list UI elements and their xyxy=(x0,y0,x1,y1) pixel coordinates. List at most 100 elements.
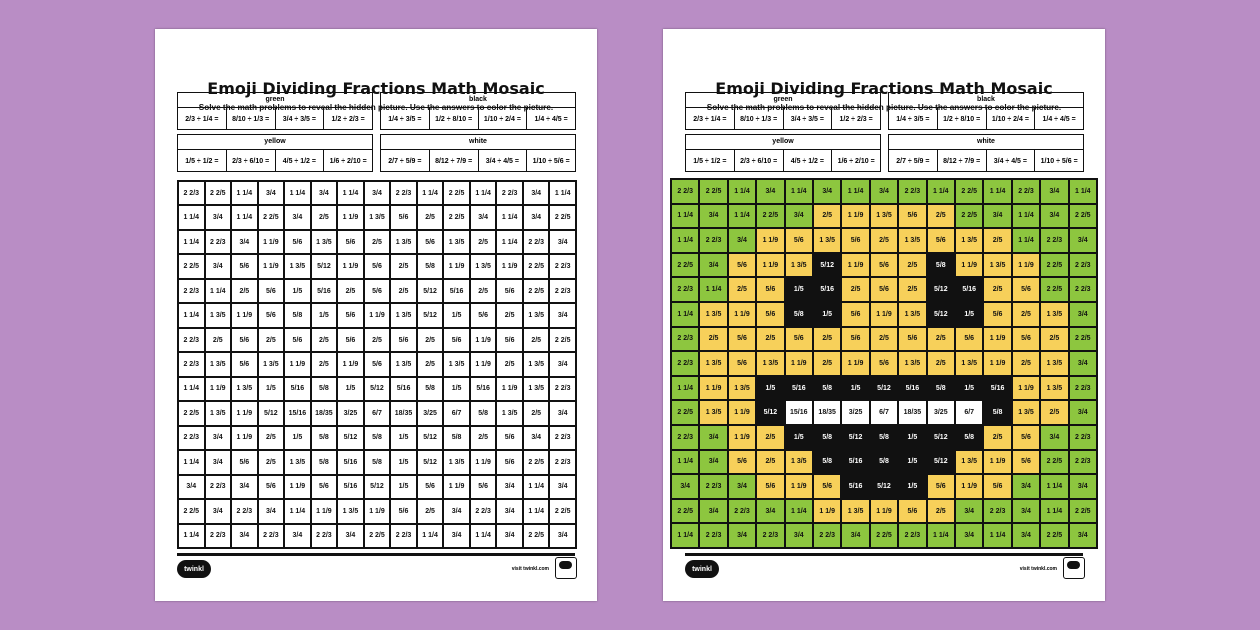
mosaic-cell: 5/8 xyxy=(469,401,497,426)
mosaic-cell: 5/6 xyxy=(1011,326,1041,352)
mosaic-cell: 5/8 xyxy=(869,425,899,450)
mosaic-cell: 1 1/9 xyxy=(204,376,232,402)
mosaic-cell: 5/6 xyxy=(954,326,984,352)
mosaic-cell: 1 1/9 xyxy=(841,252,870,278)
mosaic-cell: 3/4 xyxy=(231,523,258,548)
mosaic-cell: 3/4 xyxy=(1068,302,1097,327)
mosaic-cell: 2/5 xyxy=(926,351,955,376)
mosaic-cell: 2/5 xyxy=(926,498,955,524)
mosaic-cell: 2 2/3 xyxy=(727,498,757,524)
mosaic-cell: 5/12 xyxy=(310,254,338,279)
mosaic-cell: 1 1/9 xyxy=(257,229,285,255)
mosaic-cell: 5/6 xyxy=(257,474,285,500)
mosaic-cell: 5/6 xyxy=(727,326,757,352)
mosaic-cell: 1 1/9 xyxy=(363,499,391,524)
mosaic-cell: 3/4 xyxy=(178,474,205,500)
mosaic-cell: 2 2/3 xyxy=(1068,252,1097,278)
mosaic-cell: 3/4 xyxy=(671,474,700,499)
mosaic-cell: 2 2/3 xyxy=(671,277,700,302)
mosaic-cell: 5/6 xyxy=(363,278,391,304)
mosaic-cell: 5/12 xyxy=(363,474,391,500)
mosaic-cell: 2/5 xyxy=(310,327,338,353)
mosaic-cell: 2/5 xyxy=(1040,400,1069,425)
mosaic-cell: 1 1/4 xyxy=(784,179,813,204)
mosaic-cell: 2 2/5 xyxy=(1040,252,1069,278)
mosaic-cell: 5/12 xyxy=(926,302,955,327)
mosaic-cell: 3/4 xyxy=(231,474,258,500)
mosaic-cell: 2 2/5 xyxy=(549,327,576,353)
mosaic-cell: 5/8 xyxy=(363,450,391,475)
mosaic-cell: 1 1/4 xyxy=(1040,498,1069,524)
mosaic-cell: 3/4 xyxy=(549,474,576,500)
mosaic-cell: 1 3/5 xyxy=(841,498,870,524)
mosaic-cell: 5/6 xyxy=(337,327,364,353)
mosaic-cell: 2/5 xyxy=(363,229,391,255)
division-problem: 4/5 ÷ 1/2 = xyxy=(276,150,325,172)
mosaic-cell: 2 2/3 xyxy=(671,425,700,450)
mosaic-cell: 5/6 xyxy=(284,229,311,255)
mosaic-cell: 2 2/5 xyxy=(1040,523,1069,548)
mosaic-cell: 1 1/4 xyxy=(284,499,311,524)
mosaic-cell: 1 1/9 xyxy=(727,425,757,450)
mosaic-cell: 2 2/3 xyxy=(178,181,205,206)
mosaic-cell: 1/5 xyxy=(390,425,417,451)
mosaic-cell: 5/8 xyxy=(310,450,338,475)
mosaic-cell: 2 2/3 xyxy=(204,474,232,500)
mosaic-cell: 2 2/3 xyxy=(699,523,728,548)
mosaic-cell: 2 2/3 xyxy=(898,523,927,548)
mosaic-cell: 5/16 xyxy=(954,277,984,302)
mosaic-cell: 5/6 xyxy=(869,252,899,278)
mosaic-cell: 2 2/3 xyxy=(1068,449,1097,475)
mosaic-cell: 3/4 xyxy=(954,523,984,548)
mosaic-cell: 1/5 xyxy=(812,302,842,327)
mosaic-cell: 1 3/5 xyxy=(1011,400,1041,425)
mosaic-cell: 18/35 xyxy=(390,401,417,426)
mosaic-cell: 5/8 xyxy=(416,376,444,402)
mosaic-cell: 2 2/3 xyxy=(699,474,728,499)
mosaic-cell: 3/4 xyxy=(1068,400,1097,425)
key-color-label: green xyxy=(686,93,880,108)
mosaic-cell: 2 2/3 xyxy=(1068,425,1097,450)
mosaic-cell: 2/5 xyxy=(257,425,285,451)
worksheet-colored: Emoji Dividing Fractions Math Mosaic Sol… xyxy=(663,29,1105,601)
mosaic-cell: 1/5 xyxy=(954,375,984,401)
mosaic-cell: 6/7 xyxy=(869,400,899,425)
division-problem: 2/3 ÷ 1/4 = xyxy=(686,108,735,130)
mosaic-cell: 2 2/5 xyxy=(1068,498,1097,524)
worksheet-title: Emoji Dividing Fractions Math Mosaic xyxy=(715,79,1053,98)
division-problem: 1/5 ÷ 1/2 = xyxy=(178,150,227,172)
mosaic-cell: 5/6 xyxy=(983,302,1012,327)
mosaic-cell: 5/6 xyxy=(1011,449,1041,475)
mosaic-cell: 5/16 xyxy=(443,278,470,304)
mosaic-cell: 1 1/4 xyxy=(178,229,205,255)
mosaic-cell: 1/5 xyxy=(756,375,785,401)
mosaic-cell: 1 1/4 xyxy=(699,277,728,302)
mosaic-cell: 5/8 xyxy=(310,425,338,451)
mosaic-cell: 5/6 xyxy=(469,474,497,500)
mosaic-cell: 5/6 xyxy=(756,302,785,327)
mosaic-cell: 1 3/5 xyxy=(898,351,927,376)
mosaic-cell: 3/4 xyxy=(841,523,870,548)
mosaic-cell: 2 2/3 xyxy=(549,450,576,475)
mosaic-cell: 2/5 xyxy=(926,326,955,352)
mosaic-cell: 2/5 xyxy=(841,277,870,302)
key-color-label: white xyxy=(889,135,1083,150)
visit-link: visit twinkl.com xyxy=(511,566,549,572)
mosaic-cell: 1/5 xyxy=(310,303,338,328)
key-color-label: yellow xyxy=(178,135,372,150)
mosaic-cell: 1 3/5 xyxy=(784,252,813,278)
mosaic-cell: 3/4 xyxy=(284,523,311,548)
mosaic-cell: 1 1/4 xyxy=(522,474,550,500)
key-color-label: green xyxy=(178,93,372,108)
mosaic-cell: 3/4 xyxy=(204,425,232,451)
mosaic-cell: 3/4 xyxy=(443,499,470,524)
mosaic-cell: 1 1/9 xyxy=(727,400,757,425)
mosaic-cell: 1 1/4 xyxy=(671,523,700,548)
mosaic-cell: 2/5 xyxy=(898,277,927,302)
mosaic-cell: 1 3/5 xyxy=(954,449,984,475)
mosaic-cell: 2 2/3 xyxy=(983,498,1012,524)
mosaic-cell: 5/8 xyxy=(954,425,984,450)
mosaic-cell: 1 1/9 xyxy=(699,375,728,401)
mosaic-cell: 5/8 xyxy=(784,302,813,327)
mosaic-cell: 2/5 xyxy=(496,303,523,328)
